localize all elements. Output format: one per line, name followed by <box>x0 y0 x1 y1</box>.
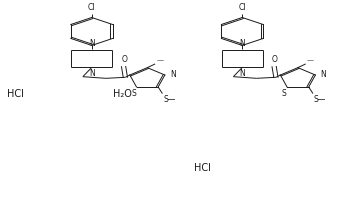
Text: S: S <box>131 89 136 98</box>
Text: N: N <box>320 70 326 79</box>
Text: S—: S— <box>163 95 176 104</box>
Text: S: S <box>282 89 287 98</box>
Text: S—: S— <box>314 95 326 104</box>
Text: N: N <box>89 69 95 78</box>
Text: HCl: HCl <box>195 163 211 172</box>
Text: HCl: HCl <box>7 89 24 98</box>
Text: —: — <box>307 57 314 63</box>
Text: O: O <box>121 55 127 64</box>
Text: Cl: Cl <box>238 3 246 12</box>
Text: O: O <box>272 55 278 64</box>
Text: N: N <box>89 39 95 48</box>
Text: N: N <box>240 69 245 78</box>
Text: H₂O: H₂O <box>113 89 132 98</box>
Text: —: — <box>156 57 163 63</box>
Text: N: N <box>240 39 245 48</box>
Text: Cl: Cl <box>88 3 95 12</box>
Text: N: N <box>170 70 176 79</box>
